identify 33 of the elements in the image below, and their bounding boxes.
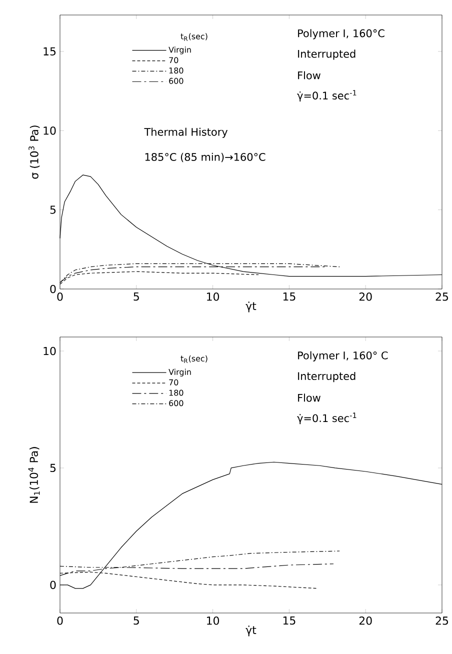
x-tick-label: 20 [359,292,372,301]
x-tick-label: 15 [283,616,296,625]
annotation: 185°C (85 min)→160°C [145,152,266,162]
y-tick-label: 5 [50,206,56,214]
annotation: Polymer I, 160° C [298,351,388,362]
x-tick-label: 15 [283,292,296,301]
x-tick-label: 5 [134,292,139,301]
annotation: Polymer I, 160°C [298,29,384,40]
annotation: Flow [298,71,320,80]
annotation: Interrupted [298,372,356,382]
y-tick-label: 15 [44,47,56,56]
y-tick-label: 0 [50,284,56,294]
x-axis-title: γ̇t [246,302,256,312]
y-axis-title: σ (10$^{3}$ Pa) [28,126,40,179]
annotation: γ̇=0.1 sec$^{-1}$ [297,90,356,102]
annotation: γ̇=0.1 sec$^{-1}$ [297,412,356,424]
y-tick-label: 5 [50,464,56,472]
x-tick-label: 0 [57,616,63,625]
annotation: Interrupted [298,50,356,60]
y-axis-title: N$_{1}$(10$^{4}$ Pa) [28,447,40,503]
annotation: Flow [298,394,320,402]
x-tick-label: 10 [206,616,219,625]
x-tick-label: 0 [57,292,63,301]
x-tick-label: 5 [134,616,139,625]
y-tick-label: 10 [44,126,56,135]
x-tick-label: 10 [206,292,219,301]
x-axis-title: γ̇t [246,626,256,636]
y-tick-label: 10 [44,346,56,356]
x-tick-label: 20 [359,616,372,625]
y-tick-label: 0 [50,580,56,590]
x-tick-label: 25 [436,292,448,301]
x-tick-label: 25 [436,616,448,625]
annotation: Thermal History [144,128,228,138]
